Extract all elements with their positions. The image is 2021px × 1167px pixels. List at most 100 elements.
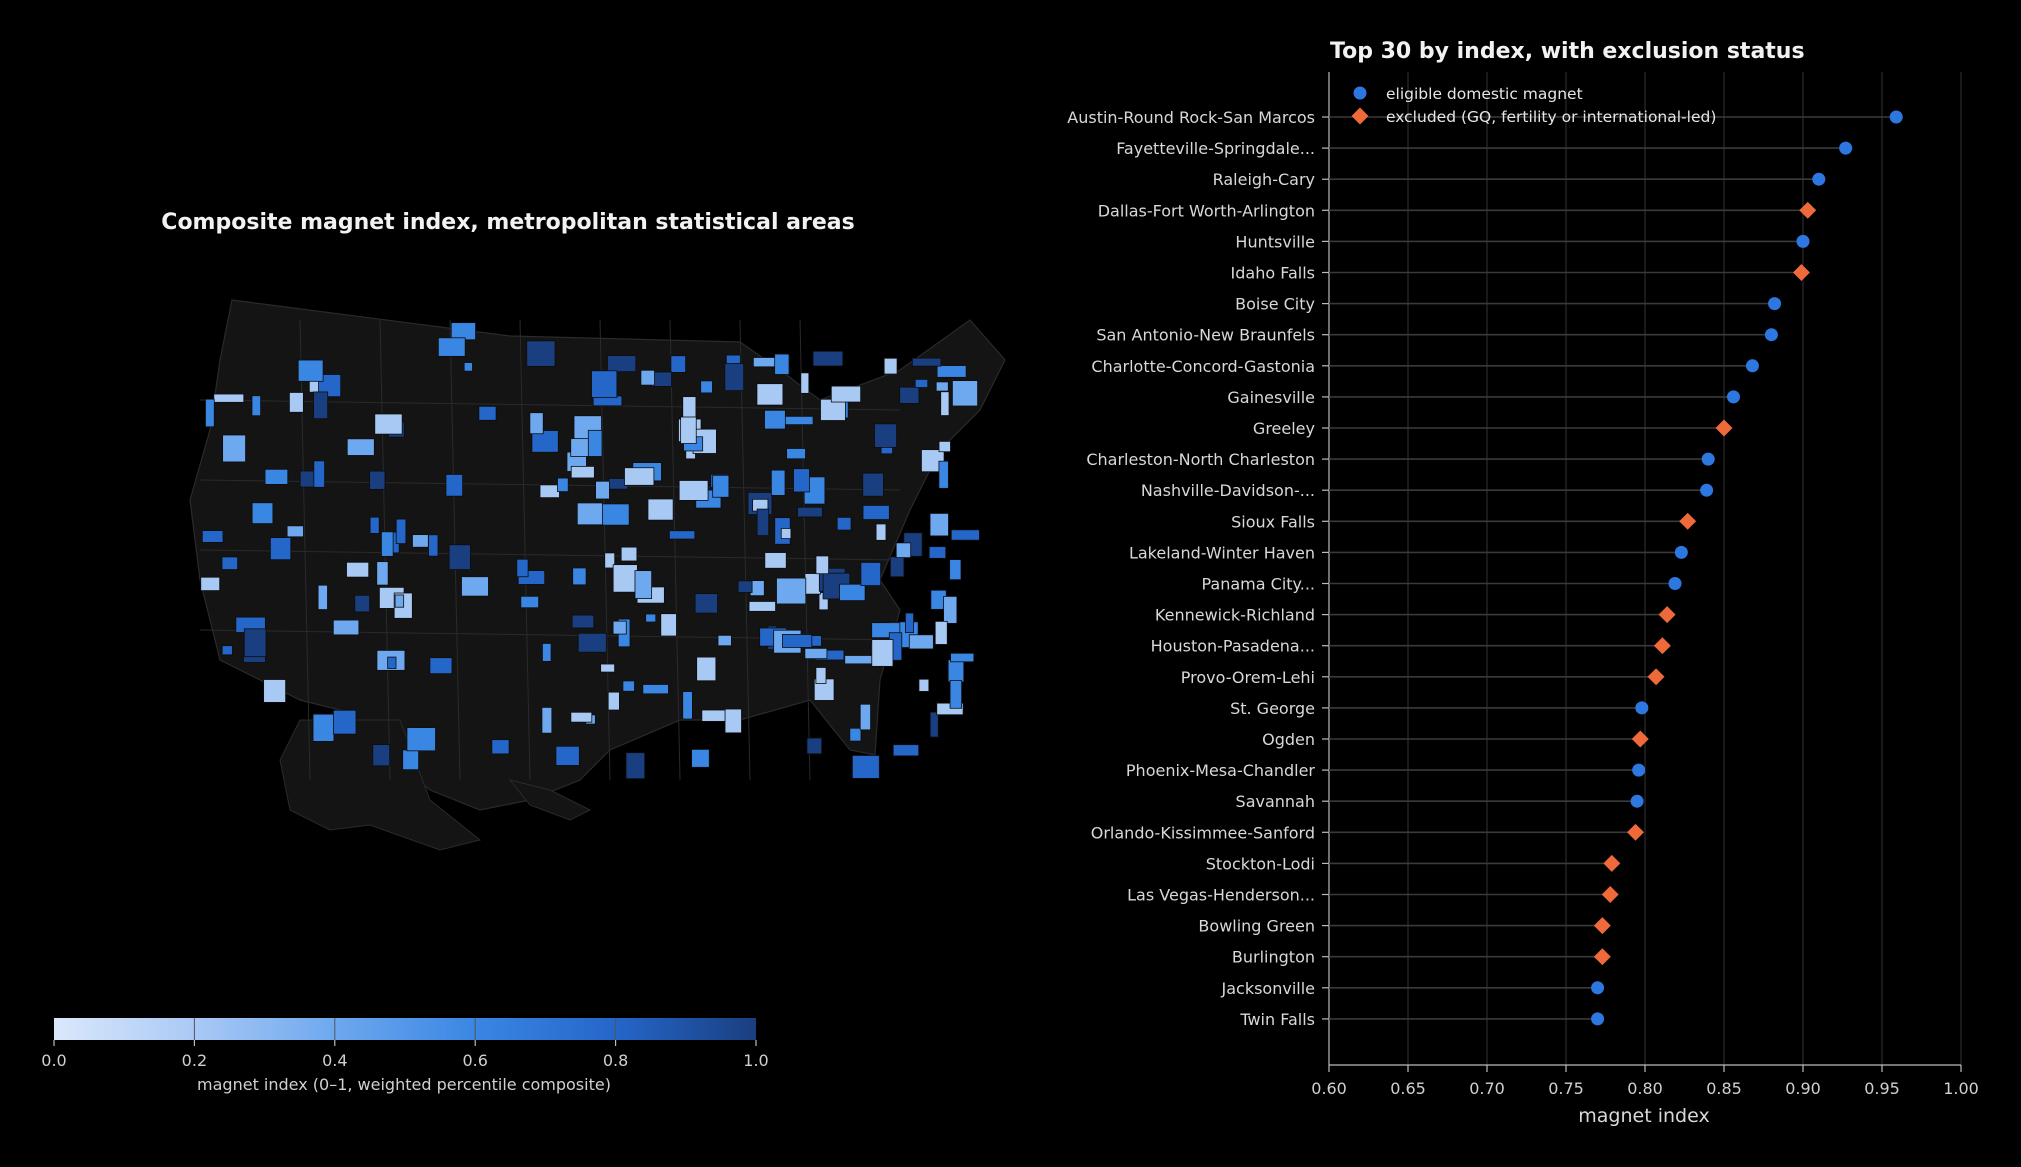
metro-area: [780, 528, 792, 540]
dot-row: Kennewick-Richland: [1155, 606, 1676, 625]
dot-row: Charleston-North Charleston: [1086, 450, 1715, 469]
metro-area: [647, 498, 674, 521]
dot-row: Dallas-Fort Worth-Arlington: [1098, 201, 1817, 220]
metro-area: [950, 652, 975, 663]
metro-area: [557, 477, 569, 493]
metro-area: [346, 438, 375, 456]
y-tick-label: Sioux Falls: [1231, 512, 1315, 531]
metro-area: [830, 385, 862, 403]
metro-area: [892, 744, 920, 757]
metro-area: [871, 639, 894, 667]
metro-area: [369, 470, 386, 490]
metro-area: [332, 619, 360, 636]
excluded-marker: [1653, 637, 1671, 655]
metro-area: [737, 580, 753, 593]
metro-area: [369, 516, 380, 534]
metro-area: [286, 525, 304, 538]
metro-area: [949, 559, 962, 581]
x-tick-label: 0.90: [1785, 1079, 1821, 1098]
dot-row: Bowling Green: [1198, 917, 1611, 936]
dot-row: Charlotte-Concord-Gastonia: [1091, 357, 1759, 376]
metro-area: [572, 567, 587, 586]
eligible-marker: [1635, 701, 1649, 715]
metro-area: [849, 727, 862, 742]
metro-area: [200, 576, 221, 592]
metro-area: [774, 353, 790, 375]
metro-area: [786, 448, 806, 460]
chart-axes: 0.60 0.65 0.70 0.75 0.80 0.85 0.90 0.95 1.00: [1311, 72, 1979, 1098]
dot-row: Burlington: [1232, 948, 1611, 967]
state-border: [739, 319, 751, 781]
metro-area: [839, 583, 866, 602]
x-tick-label: 0.85: [1706, 1079, 1742, 1098]
colorbar-ticks: 0.0 0.2 0.4 0.6 0.8 1.0: [41, 1018, 769, 1070]
colorbar-label: magnet index (0–1, weighted percentile c…: [197, 1075, 611, 1094]
metro-area: [936, 365, 967, 378]
metro-area: [934, 620, 948, 645]
metro-area: [797, 506, 823, 518]
y-tick-label: Ogden: [1262, 730, 1315, 749]
metro-area: [445, 474, 464, 497]
excluded-marker: [1631, 730, 1649, 748]
metro-area: [851, 755, 880, 779]
eligible-marker: [1591, 1012, 1605, 1026]
metro-area: [678, 480, 709, 501]
metro-area: [949, 680, 963, 709]
eligible-marker: [1630, 794, 1644, 808]
metro-area: [724, 363, 745, 392]
metro-area: [748, 601, 776, 612]
excluded-marker: [1601, 886, 1619, 903]
metro-area: [694, 593, 718, 614]
metro-area: [836, 516, 852, 531]
dot-row: Panama City...: [1202, 575, 1682, 594]
metro-area: [595, 480, 610, 500]
metro-area: [313, 460, 325, 488]
metro-area: [576, 502, 603, 526]
y-tick-label: Savannah: [1236, 792, 1315, 811]
y-tick-label: Stockton-Lodi: [1206, 854, 1315, 873]
colorbar-axis: 0.0 0.2 0.4 0.6 0.8 1.0 magnet index (0–1, we…: [41, 1018, 769, 1094]
metro-area: [372, 744, 391, 767]
y-tick-label: St. George: [1230, 699, 1315, 718]
x-axis-label: magnet index: [1578, 1105, 1709, 1127]
metro-area: [938, 440, 951, 453]
y-tick-label: Nashville-Davidson-...: [1141, 481, 1315, 500]
metro-area: [642, 684, 669, 695]
metro-area: [812, 350, 844, 367]
metro-area: [591, 370, 618, 398]
metro-area: [243, 628, 267, 658]
eligible-marker: [1726, 390, 1740, 404]
dot-row: Orlando-Kissimmee-Sanford: [1091, 823, 1645, 842]
metro-area: [640, 369, 655, 386]
excluded-marker: [1679, 512, 1697, 530]
metro-area: [263, 679, 287, 703]
metro-area: [437, 337, 466, 357]
metro-area: [899, 386, 920, 404]
x-tick-label: 0.70: [1469, 1079, 1505, 1098]
y-tick-label: Jacksonville: [1221, 979, 1316, 998]
dot-row: Savannah: [1236, 792, 1644, 811]
eligible-marker: [1768, 297, 1782, 311]
metro-area: [429, 657, 453, 675]
eligible-marker: [1701, 452, 1715, 466]
metro-area: [691, 748, 710, 768]
metro-area: [668, 530, 696, 540]
x-tick-label: 0.95: [1864, 1079, 1900, 1098]
y-tick-label: Boise City: [1235, 295, 1315, 314]
metro-area: [213, 393, 245, 403]
metro-area: [862, 504, 890, 520]
metro-area: [478, 405, 497, 421]
colorbar-tick-label: 0.6: [462, 1051, 487, 1070]
excluded-marker: [1593, 917, 1611, 935]
metro-area: [448, 544, 471, 570]
metro-area: [625, 752, 646, 780]
metro-area: [908, 634, 934, 650]
metro-area: [461, 576, 489, 597]
dot-row: Ogden: [1262, 730, 1649, 749]
metro-area: [395, 518, 407, 545]
metro-area: [806, 737, 823, 755]
y-tick-label: Charleston-North Charleston: [1086, 450, 1315, 469]
metro-area: [682, 691, 693, 720]
legend-label: excluded (GQ, fertility or international…: [1386, 108, 1716, 126]
